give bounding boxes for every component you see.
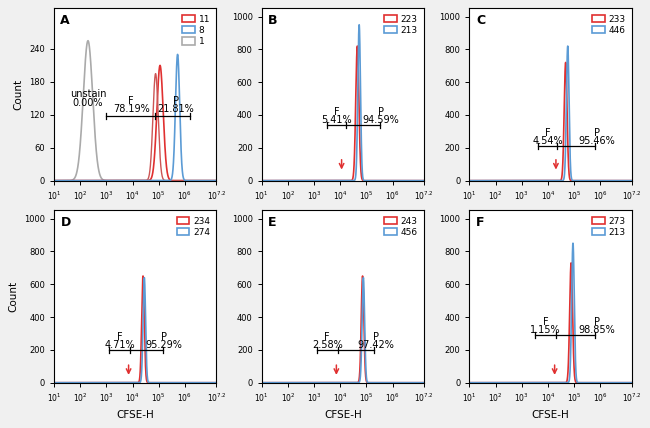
Text: 78.19%: 78.19%	[113, 104, 150, 114]
Text: D: D	[60, 216, 71, 229]
Text: F: F	[333, 107, 339, 117]
X-axis label: CFSE-H: CFSE-H	[532, 410, 569, 420]
Text: F: F	[476, 216, 484, 229]
Text: F: F	[324, 332, 330, 342]
Text: A: A	[60, 14, 70, 27]
Text: unstain: unstain	[70, 89, 106, 99]
Text: 98.85%: 98.85%	[578, 325, 615, 335]
Text: 95.46%: 95.46%	[578, 136, 615, 146]
Text: 97.42%: 97.42%	[358, 340, 394, 350]
Legend: 273, 213: 273, 213	[590, 215, 627, 239]
Text: 1.15%: 1.15%	[530, 325, 561, 335]
Text: 94.59%: 94.59%	[363, 115, 399, 125]
Legend: 233, 446: 233, 446	[590, 13, 627, 37]
Text: P: P	[593, 128, 599, 138]
Text: P: P	[593, 317, 599, 327]
Text: 4.54%: 4.54%	[532, 136, 563, 146]
Text: 4.71%: 4.71%	[104, 340, 135, 350]
Text: C: C	[476, 14, 485, 27]
Text: P: P	[372, 332, 379, 342]
Y-axis label: Count: Count	[8, 281, 18, 312]
Legend: 234, 274: 234, 274	[175, 215, 212, 239]
Text: E: E	[268, 216, 277, 229]
Text: 21.81%: 21.81%	[157, 104, 194, 114]
X-axis label: CFSE-H: CFSE-H	[116, 410, 154, 420]
Text: F: F	[545, 128, 551, 138]
Text: F: F	[116, 332, 122, 342]
Legend: 11, 8, 1: 11, 8, 1	[181, 13, 212, 48]
Text: F: F	[129, 96, 134, 106]
Text: P: P	[378, 107, 384, 117]
Text: B: B	[268, 14, 278, 27]
Text: 2.58%: 2.58%	[312, 340, 343, 350]
Legend: 243, 456: 243, 456	[383, 215, 420, 239]
X-axis label: CFSE-H: CFSE-H	[324, 410, 362, 420]
Text: 0.00%: 0.00%	[73, 98, 103, 108]
Text: F: F	[543, 317, 548, 327]
Text: P: P	[161, 332, 167, 342]
Text: 5.41%: 5.41%	[321, 115, 352, 125]
Text: 95.29%: 95.29%	[146, 340, 183, 350]
Text: P: P	[173, 96, 179, 106]
Legend: 223, 213: 223, 213	[383, 13, 420, 37]
Y-axis label: Count: Count	[14, 79, 23, 110]
